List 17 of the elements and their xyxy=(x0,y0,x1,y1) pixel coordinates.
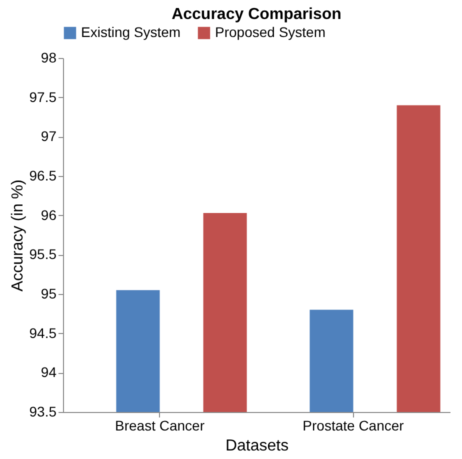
legend-label: Proposed System xyxy=(215,24,326,40)
y-tick-label: 97 xyxy=(40,128,57,144)
y-tick-label: 94 xyxy=(40,364,57,380)
y-tick-label: 95 xyxy=(40,286,57,302)
y-tick-label: 95.5 xyxy=(29,246,57,262)
y-tick-label: 98 xyxy=(40,50,57,66)
y-axis-title: Accuracy (in %) xyxy=(9,179,26,292)
x-axis-title: Datasets xyxy=(225,438,289,454)
x-tick-label: Breast Cancer xyxy=(115,418,205,434)
chart-title: Accuracy Comparison xyxy=(172,6,342,23)
x-tick-label: Prostate Cancer xyxy=(302,418,404,434)
legend-label: Existing System xyxy=(81,24,181,40)
y-tick-label: 93.5 xyxy=(29,404,57,420)
y-tick-label: 96 xyxy=(40,206,57,223)
y-tick-label: 96.5 xyxy=(29,168,57,184)
y-tick-label: 94.5 xyxy=(29,324,57,341)
y-tick-label: 97.5 xyxy=(29,88,57,105)
